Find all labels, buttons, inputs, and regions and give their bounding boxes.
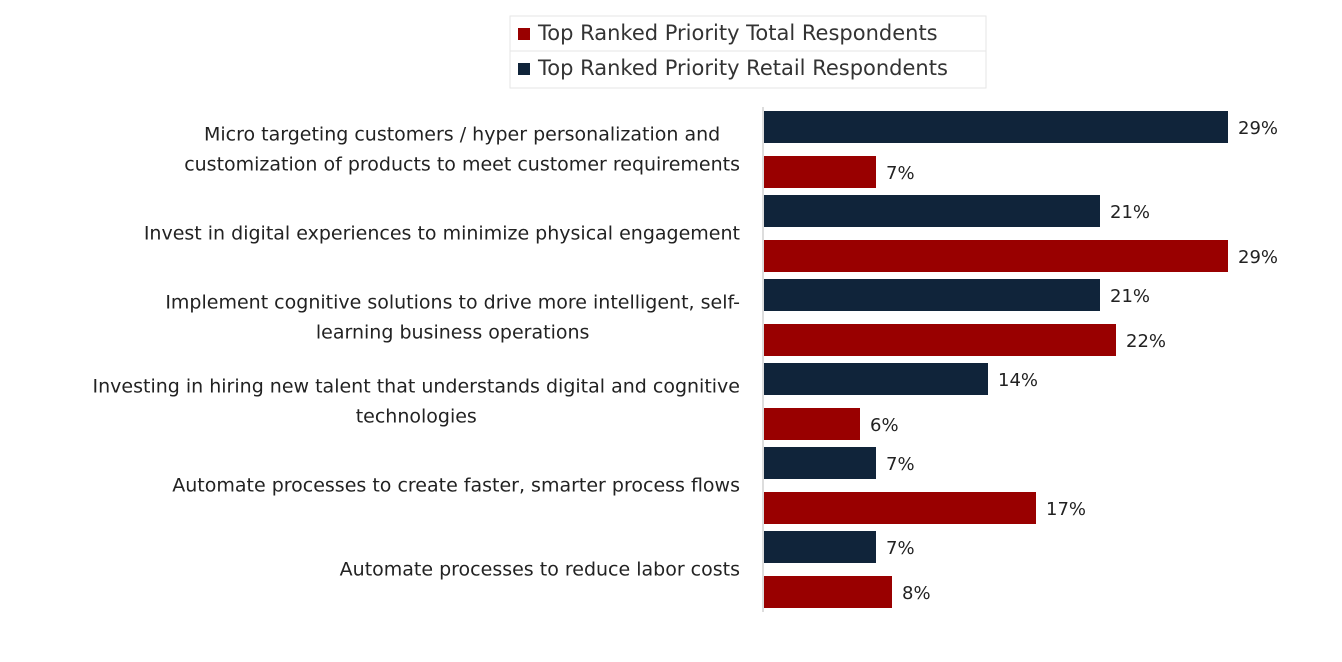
bar <box>764 576 892 608</box>
value-label: 21% <box>1110 202 1150 223</box>
bar <box>764 408 860 440</box>
category-label: Invest in digital experiences to minimiz… <box>144 223 740 245</box>
bar <box>764 111 1228 143</box>
bar <box>764 447 876 479</box>
bar <box>764 492 1036 524</box>
value-label: 29% <box>1238 247 1278 268</box>
category-label: learning business operations <box>316 322 590 344</box>
value-label: 22% <box>1126 331 1166 352</box>
category-label: Micro targeting customers / hyper person… <box>204 124 720 146</box>
bar <box>764 156 876 188</box>
bar <box>764 363 988 395</box>
category-label: customization of products to meet custom… <box>184 154 740 176</box>
value-label: 6% <box>870 415 899 436</box>
value-label: 7% <box>886 538 915 559</box>
value-label: 17% <box>1046 499 1086 520</box>
legend-swatch <box>518 28 530 40</box>
category-label: technologies <box>356 406 477 428</box>
bar <box>764 324 1116 356</box>
value-label: 7% <box>886 454 915 475</box>
bar <box>764 531 876 563</box>
category-label: Automate processes to create faster, sma… <box>172 475 740 497</box>
legend-label: Top Ranked Priority Retail Respondents <box>537 56 948 80</box>
bar <box>764 195 1100 227</box>
category-label: Implement cognitive solutions to drive m… <box>165 292 740 314</box>
bar <box>764 279 1100 311</box>
category-label: Automate processes to reduce labor costs <box>340 559 740 581</box>
value-label: 21% <box>1110 286 1150 307</box>
value-label: 14% <box>998 370 1038 391</box>
legend-label: Top Ranked Priority Total Respondents <box>537 21 938 45</box>
bar <box>764 240 1228 272</box>
value-label: 8% <box>902 583 931 604</box>
legend-box <box>509 15 987 89</box>
legend-swatch <box>518 63 530 75</box>
category-label: Investing in hiring new talent that unde… <box>93 376 740 398</box>
value-label: 29% <box>1238 118 1278 139</box>
value-label: 7% <box>886 163 915 184</box>
